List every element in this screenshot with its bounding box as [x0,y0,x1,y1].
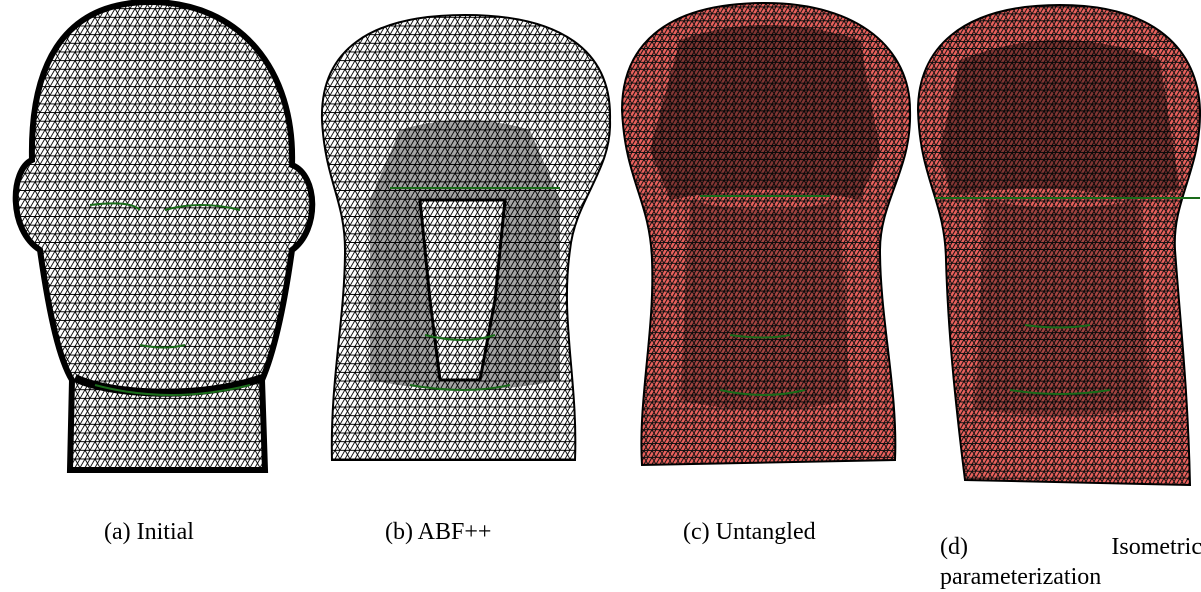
mesh-untangled [622,3,910,465]
mesh-initial [16,2,313,470]
caption: (d) Isometric parameterization [940,532,1201,592]
mesh-isometric [918,5,1200,485]
caption: (c) Untangled [683,517,816,547]
mesh-abf [322,15,610,460]
caption: (a) Initial [104,517,194,547]
figure [0,0,1201,510]
page: (a) Initial (b) ABF++ (c) Untangled (d) … [0,0,1201,590]
caption: (b) ABF++ [385,517,491,547]
